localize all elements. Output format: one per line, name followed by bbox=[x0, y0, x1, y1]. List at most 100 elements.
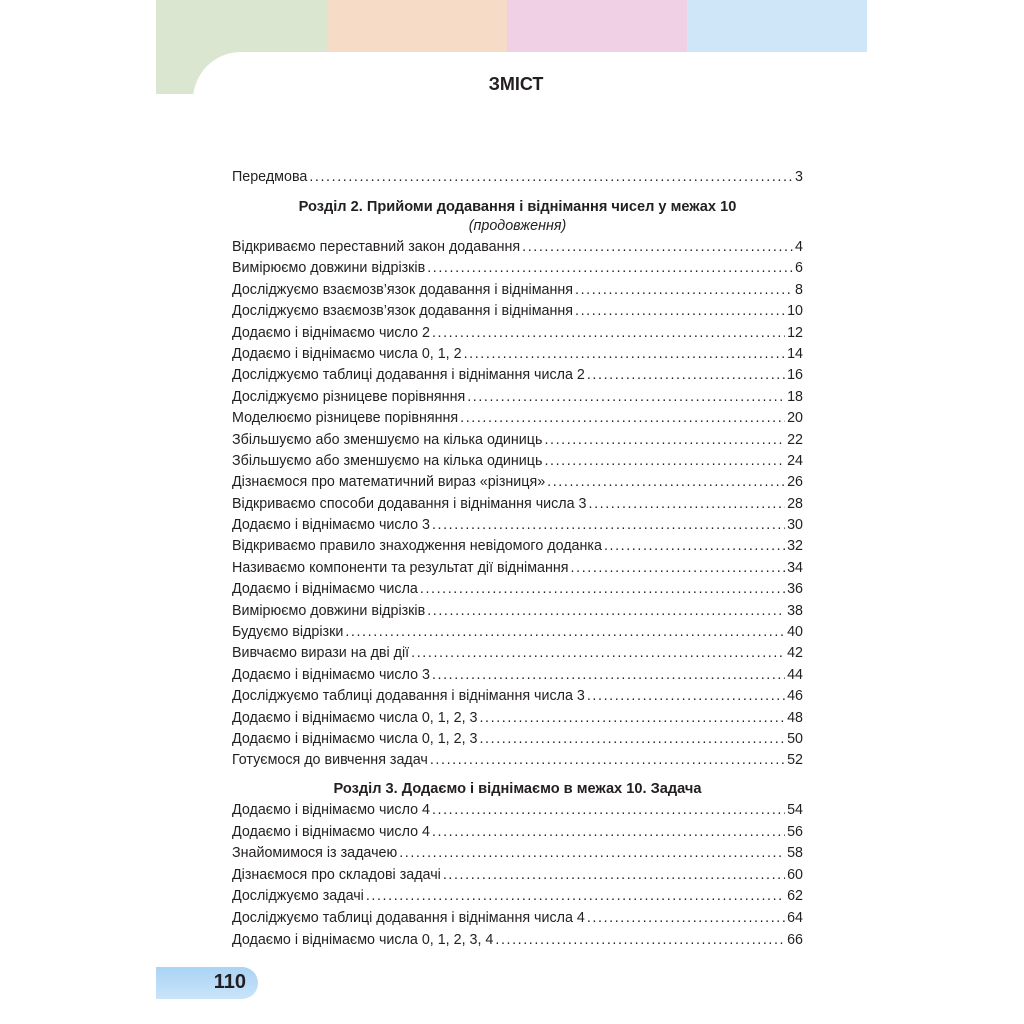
page-number: 110 bbox=[213, 971, 246, 993]
toc-entry-page: 28 bbox=[787, 495, 803, 512]
toc-entry[interactable]: Називаємо компоненти та результат дії ві… bbox=[232, 558, 803, 579]
toc-entry[interactable]: Моделюємо різницеве порівняння 20 bbox=[232, 408, 803, 429]
toc-entry[interactable]: Передмова 3 bbox=[232, 167, 803, 188]
dot-leader bbox=[432, 822, 785, 844]
toc-entry-page: 40 bbox=[787, 624, 803, 641]
toc-entry-label: Додаємо і віднімаємо числа 0, 1, 2 bbox=[232, 345, 462, 362]
page-number-badge: 110 bbox=[156, 967, 258, 999]
toc-entry-page: 10 bbox=[787, 303, 803, 320]
dot-leader bbox=[443, 865, 785, 887]
toc-entry[interactable]: Досліджуємо взаємозв’язок додавання і ві… bbox=[232, 280, 803, 301]
toc-entry[interactable]: Досліджуємо різницеве порівняння 18 bbox=[232, 387, 803, 408]
toc-entry[interactable]: Досліджуємо таблиці додавання і відніман… bbox=[232, 686, 803, 707]
toc-entry[interactable]: Дізнаємося про математичний вираз «різни… bbox=[232, 472, 803, 493]
toc-entry[interactable]: Готуємося до вивчення задач 52 bbox=[232, 750, 803, 771]
dot-leader bbox=[432, 515, 785, 536]
toc-entry[interactable]: Додаємо і віднімаємо число 3 30 bbox=[232, 515, 803, 536]
toc-entry-label: Досліджуємо різницеве порівняння bbox=[232, 388, 466, 405]
toc-entry[interactable]: Додаємо і віднімаємо числа 0, 1, 2, 3 50 bbox=[232, 729, 803, 750]
dot-leader bbox=[430, 750, 785, 771]
toc-section-2: Розділ 2. Прийоми додавання і віднімання… bbox=[232, 198, 803, 772]
toc-entry[interactable]: Відкриваємо правило знаходження невідомо… bbox=[232, 536, 803, 557]
toc-entry[interactable]: Додаємо і віднімаємо числа 36 bbox=[232, 579, 803, 600]
dot-leader bbox=[432, 665, 785, 686]
dot-leader bbox=[575, 301, 785, 322]
toc-entry-label: Готуємося до вивчення задач bbox=[232, 752, 428, 769]
dot-leader bbox=[467, 387, 785, 408]
dot-leader bbox=[399, 843, 785, 865]
header-band-pink bbox=[507, 0, 687, 52]
dot-leader bbox=[587, 908, 785, 930]
toc-entry[interactable]: Додаємо і віднімаємо число 2 12 bbox=[232, 323, 803, 344]
dot-leader bbox=[544, 451, 785, 472]
toc-entry-page: 3 bbox=[795, 169, 803, 185]
toc-entry[interactable]: Знайомимося із задачею 58 bbox=[232, 843, 803, 865]
toc-entry-page: 50 bbox=[787, 730, 803, 747]
toc-entry-label: Додаємо і віднімаємо число 4 bbox=[232, 802, 430, 818]
dot-leader bbox=[427, 258, 793, 279]
toc-entry[interactable]: Збільшуємо або зменшуємо на кілька одини… bbox=[232, 430, 803, 451]
toc-entry[interactable]: Досліджуємо таблиці додавання і відніман… bbox=[232, 908, 803, 930]
toc-entry[interactable]: Вимірюємо довжини відрізків 38 bbox=[232, 601, 803, 622]
toc-entry[interactable]: Досліджуємо таблиці додавання і відніман… bbox=[232, 365, 803, 386]
section-heading: Розділ 3. Додаємо і віднімаємо в межах 1… bbox=[333, 781, 702, 797]
toc-entry-page: 38 bbox=[787, 602, 803, 619]
dot-leader bbox=[589, 494, 786, 515]
toc-entry[interactable]: Додаємо і віднімаємо числа 0, 1, 2, 3, 4… bbox=[232, 930, 803, 952]
toc-entry[interactable]: Вивчаємо вирази на дві дії 42 bbox=[232, 643, 803, 664]
toc-entry-page: 30 bbox=[787, 517, 803, 534]
toc-entry-page: 56 bbox=[787, 823, 803, 840]
toc-entry-label: Додаємо і віднімаємо числа 0, 1, 2, 3 bbox=[232, 730, 478, 747]
toc-entry-label: Дізнаємося про складові задачі bbox=[232, 866, 441, 883]
toc-entry-label: Досліджуємо таблиці додавання і відніман… bbox=[232, 688, 585, 705]
toc-entry-label: Збільшуємо або зменшуємо на кілька одини… bbox=[232, 452, 543, 469]
dot-leader bbox=[522, 237, 793, 258]
toc-entry-page: 60 bbox=[787, 866, 803, 883]
dot-leader bbox=[547, 472, 785, 493]
toc-entry-page: 20 bbox=[787, 410, 803, 427]
toc-entry-label: Додаємо і віднімаємо числа 0, 1, 2, 3 bbox=[232, 709, 478, 726]
toc-entry-label: Знайомимося із задачею bbox=[232, 845, 398, 862]
toc-entry[interactable]: Додаємо і віднімаємо число 4 54 bbox=[232, 800, 803, 822]
toc-entry-page: 24 bbox=[787, 452, 803, 469]
toc-entry-page: 22 bbox=[787, 431, 803, 448]
toc-entry[interactable]: Дізнаємося про складові задачі 60 bbox=[232, 865, 803, 887]
dot-leader bbox=[309, 167, 793, 188]
toc-entry-page: 46 bbox=[787, 688, 803, 705]
toc-entry-page: 42 bbox=[787, 645, 803, 662]
toc-entry-page: 4 bbox=[795, 239, 803, 255]
toc-entry[interactable]: Додаємо і віднімаємо число 3 44 bbox=[232, 665, 803, 686]
toc-entry[interactable]: Досліджуємо взаємозв’язок додавання і ві… bbox=[232, 301, 803, 322]
dot-leader bbox=[427, 601, 785, 622]
toc-entry[interactable]: Додаємо і віднімаємо число 4 56 bbox=[232, 822, 803, 844]
toc-entry-label: Досліджуємо таблиці додавання і відніман… bbox=[232, 367, 585, 384]
toc-entry[interactable]: Додаємо і віднімаємо числа 0, 1, 2 14 bbox=[232, 344, 803, 365]
toc-entry-page: 48 bbox=[787, 709, 803, 726]
toc-entry[interactable]: Будуємо відрізки 40 bbox=[232, 622, 803, 643]
toc-entry-page: 32 bbox=[787, 538, 803, 555]
dot-leader bbox=[432, 800, 785, 822]
toc-entry-label: Відкриваємо способи додавання і відніман… bbox=[232, 495, 587, 512]
section-heading: Розділ 2. Прийоми додавання і віднімання… bbox=[298, 199, 737, 215]
dot-leader bbox=[460, 408, 785, 429]
toc-entry-label: Додаємо і віднімаємо числа 0, 1, 2, 3, 4 bbox=[232, 931, 494, 948]
dot-leader bbox=[495, 930, 785, 952]
dot-leader bbox=[544, 430, 785, 451]
dot-leader bbox=[575, 280, 793, 301]
content-panel-corner bbox=[193, 52, 867, 112]
toc-entry-label: Передмова bbox=[232, 169, 308, 185]
toc-entry-page: 36 bbox=[787, 581, 803, 598]
toc-section-3: Розділ 3. Додаємо і віднімаємо в межах 1… bbox=[232, 780, 803, 951]
toc-entry[interactable]: Збільшуємо або зменшуємо на кілька одини… bbox=[232, 451, 803, 472]
toc-entry[interactable]: Додаємо і віднімаємо числа 0, 1, 2, 3 48 bbox=[232, 708, 803, 729]
toc-entry-page: 14 bbox=[787, 345, 803, 362]
dot-leader bbox=[587, 686, 785, 707]
dot-leader bbox=[345, 622, 785, 643]
toc-entry[interactable]: Відкриваємо способи додавання і відніман… bbox=[232, 494, 803, 515]
toc-entry[interactable]: Досліджуємо задачі 62 bbox=[232, 886, 803, 908]
toc-entry[interactable]: Вимірюємо довжини відрізків 6 bbox=[232, 258, 803, 279]
toc-entry[interactable]: Відкриваємо переставний закон додавання 4 bbox=[232, 237, 803, 258]
section-subtitle: (продовження) bbox=[468, 218, 567, 234]
dot-leader bbox=[464, 344, 786, 365]
toc-entry-label: Додаємо і віднімаємо число 2 bbox=[232, 324, 430, 341]
